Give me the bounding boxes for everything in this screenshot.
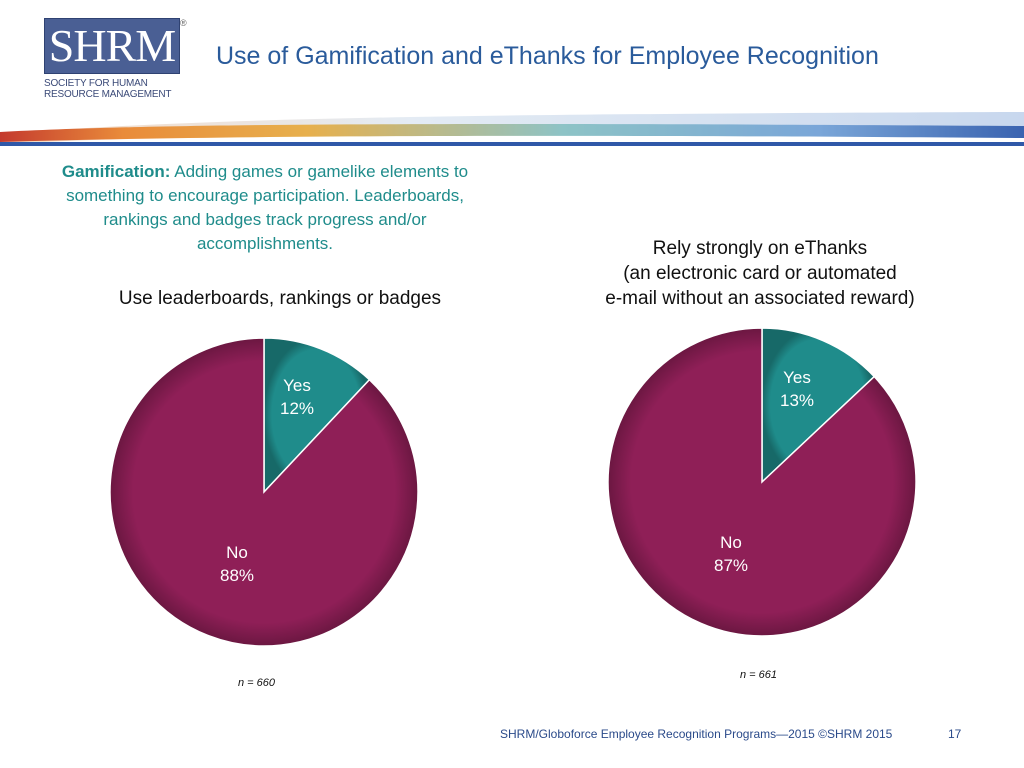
pie-chart-2 — [606, 326, 918, 638]
pie-chart-1-svg — [109, 337, 419, 647]
pie-1-yes-name: Yes — [283, 376, 311, 395]
pie-chart-1 — [108, 336, 420, 648]
logo-subtitle: SOCIETY FOR HUMAN RESOURCE MANAGEMENT — [44, 78, 194, 100]
chart-1-title: Use leaderboards, rankings or badges — [118, 288, 442, 309]
shrm-logo: SHRM ® SOCIETY FOR HUMAN RESOURCE MANAGE… — [44, 18, 187, 106]
definition-text: Adding games or gamelike elements to som… — [66, 162, 469, 253]
pie-1-yes-label: Yes 12% — [252, 374, 342, 420]
pie-2-no-name: No — [720, 533, 742, 552]
page-title: Use of Gamification and eThanks for Empl… — [216, 42, 879, 70]
logo-subtitle-line2: RESOURCE MANAGEMENT — [44, 89, 172, 100]
pie-2-yes-name: Yes — [783, 368, 811, 387]
chart-2-title: Rely strongly on eThanks (an electronic … — [560, 236, 960, 311]
gamification-definition: Gamification: Adding games or gamelike e… — [40, 160, 490, 256]
footer-source: SHRM/Globoforce Employee Recognition Pro… — [500, 727, 893, 741]
pie-2-yes-value: 13% — [779, 391, 815, 410]
pie-1-yes-value: 12% — [279, 399, 315, 418]
chart-2-title-line3: e-mail without an associated reward) — [605, 288, 915, 309]
pie-1-slice-no — [109, 337, 419, 647]
pie-1-no-value: 88% — [219, 566, 255, 585]
chart-2-sample-size: n = 661 — [740, 669, 778, 681]
definition-term: Gamification: — [61, 162, 171, 181]
logo-registered-mark: ® — [180, 18, 187, 28]
pie-2-slice-yes — [761, 327, 876, 484]
logo-letters: SHRM — [48, 20, 176, 71]
pie-1-no-name: No — [226, 543, 248, 562]
pie-2-no-value: 87% — [713, 556, 749, 575]
pie-2-yes-label: Yes 13% — [752, 366, 842, 412]
header-swoosh-banner — [0, 112, 1024, 146]
pie-1-no-label: No 88% — [192, 541, 282, 587]
chart-1-sample-size: n = 660 — [238, 677, 276, 689]
logo-subtitle-line1: SOCIETY FOR HUMAN — [44, 78, 148, 89]
chart-2-title-line1: Rely strongly on eThanks — [652, 238, 868, 259]
pie-1-slice-yes — [263, 337, 371, 494]
logo-box: SHRM — [44, 18, 180, 74]
chart-2-title-line2: (an electronic card or automated — [623, 263, 897, 284]
pie-2-slice-no — [607, 327, 917, 637]
page-number: 17 — [948, 727, 962, 741]
pie-2-no-label: No 87% — [686, 531, 776, 577]
pie-chart-2-svg — [607, 327, 917, 637]
